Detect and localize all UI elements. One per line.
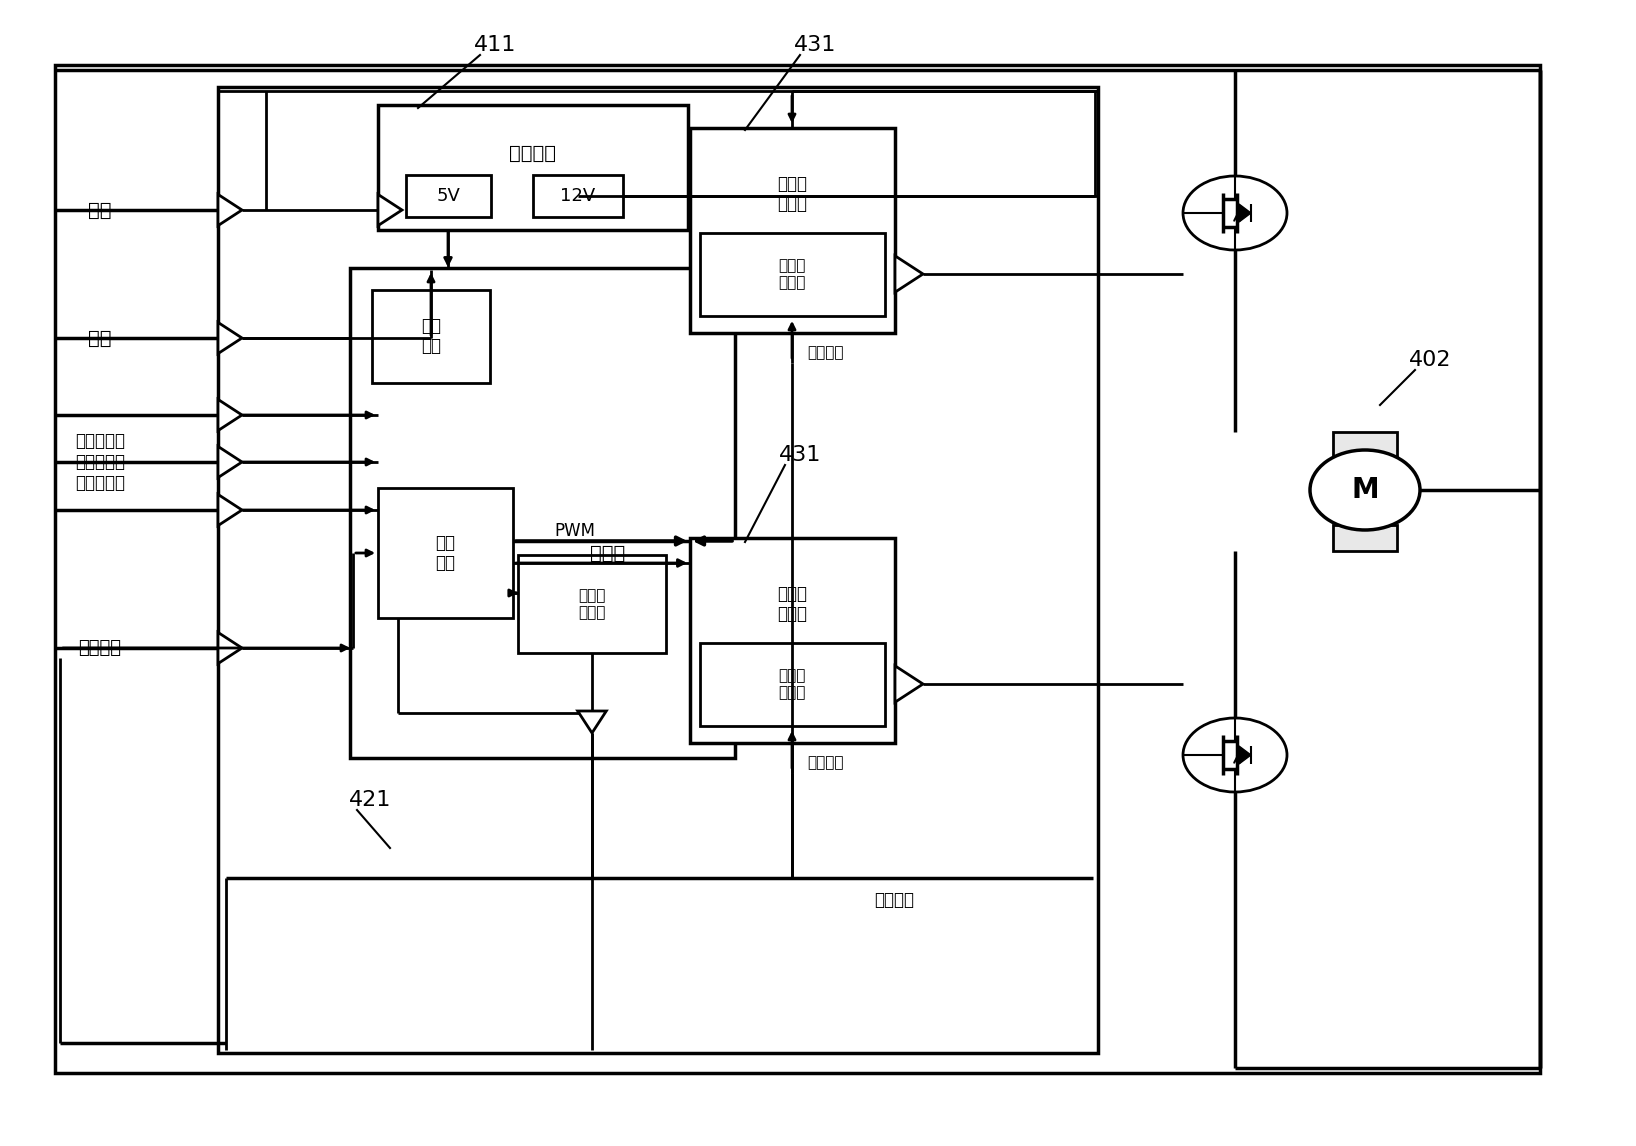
Text: 单片机: 单片机	[591, 543, 625, 563]
Text: 电机电流: 电机电流	[807, 345, 844, 361]
Text: 软件过
压保护: 软件过 压保护	[578, 588, 605, 620]
Bar	[700, 233, 885, 316]
Text: 控制
算法: 控制 算法	[435, 534, 455, 572]
Text: 411: 411	[474, 36, 517, 55]
Text: 车速、横摇
角速度、方
向盘转矩等: 车速、横摇 角速度、方 向盘转矩等	[75, 432, 124, 492]
Text: 稳压模块: 稳压模块	[509, 143, 556, 163]
Text: 接地: 接地	[88, 329, 111, 347]
Polygon shape	[578, 711, 607, 733]
Text: 5V: 5V	[437, 187, 460, 205]
Polygon shape	[1238, 746, 1252, 764]
Ellipse shape	[1183, 719, 1288, 792]
Bar	[533, 175, 623, 217]
Text: 431: 431	[779, 445, 821, 465]
Text: 电机电流: 电机电流	[807, 755, 844, 770]
Polygon shape	[218, 322, 242, 354]
Polygon shape	[895, 256, 923, 292]
Polygon shape	[218, 494, 242, 526]
Bar	[350, 268, 735, 758]
Bar	[690, 128, 895, 333]
Text: 421: 421	[348, 790, 391, 810]
Polygon shape	[218, 447, 242, 478]
Bar	[690, 537, 895, 743]
Text: 电机转速: 电机转速	[79, 639, 121, 657]
Text: M: M	[1351, 476, 1379, 504]
Text: 欠压
保护: 欠压 保护	[420, 316, 442, 355]
Text: 硬件过
流保护: 硬件过 流保护	[779, 668, 805, 700]
Text: 半桥驱
动芯片: 半桥驱 动芯片	[777, 584, 807, 623]
Bar	[378, 488, 514, 618]
Text: 电池: 电池	[88, 201, 111, 220]
Polygon shape	[218, 195, 242, 226]
Bar	[371, 290, 491, 383]
Polygon shape	[1238, 204, 1252, 222]
Bar	[519, 555, 666, 653]
Text: 半桥驱
动芯片: 半桥驱 动芯片	[777, 174, 807, 213]
Polygon shape	[218, 633, 242, 664]
Text: 硬件过
流保护: 硬件过 流保护	[779, 258, 805, 290]
Bar	[56, 65, 1539, 1073]
Text: 402: 402	[1409, 350, 1451, 370]
Bar	[218, 87, 1098, 1053]
Ellipse shape	[1183, 176, 1288, 250]
Bar	[1333, 432, 1397, 458]
Ellipse shape	[1310, 450, 1420, 529]
Bar	[700, 643, 885, 727]
Bar	[1333, 525, 1397, 551]
Text: PWM: PWM	[555, 521, 596, 540]
Polygon shape	[378, 195, 402, 226]
Bar	[406, 175, 491, 217]
Text: 431: 431	[793, 36, 836, 55]
Polygon shape	[218, 400, 242, 431]
Text: 12V: 12V	[561, 187, 596, 205]
Text: 电机电流: 电机电流	[874, 890, 915, 909]
Polygon shape	[895, 666, 923, 702]
Bar	[378, 105, 689, 230]
